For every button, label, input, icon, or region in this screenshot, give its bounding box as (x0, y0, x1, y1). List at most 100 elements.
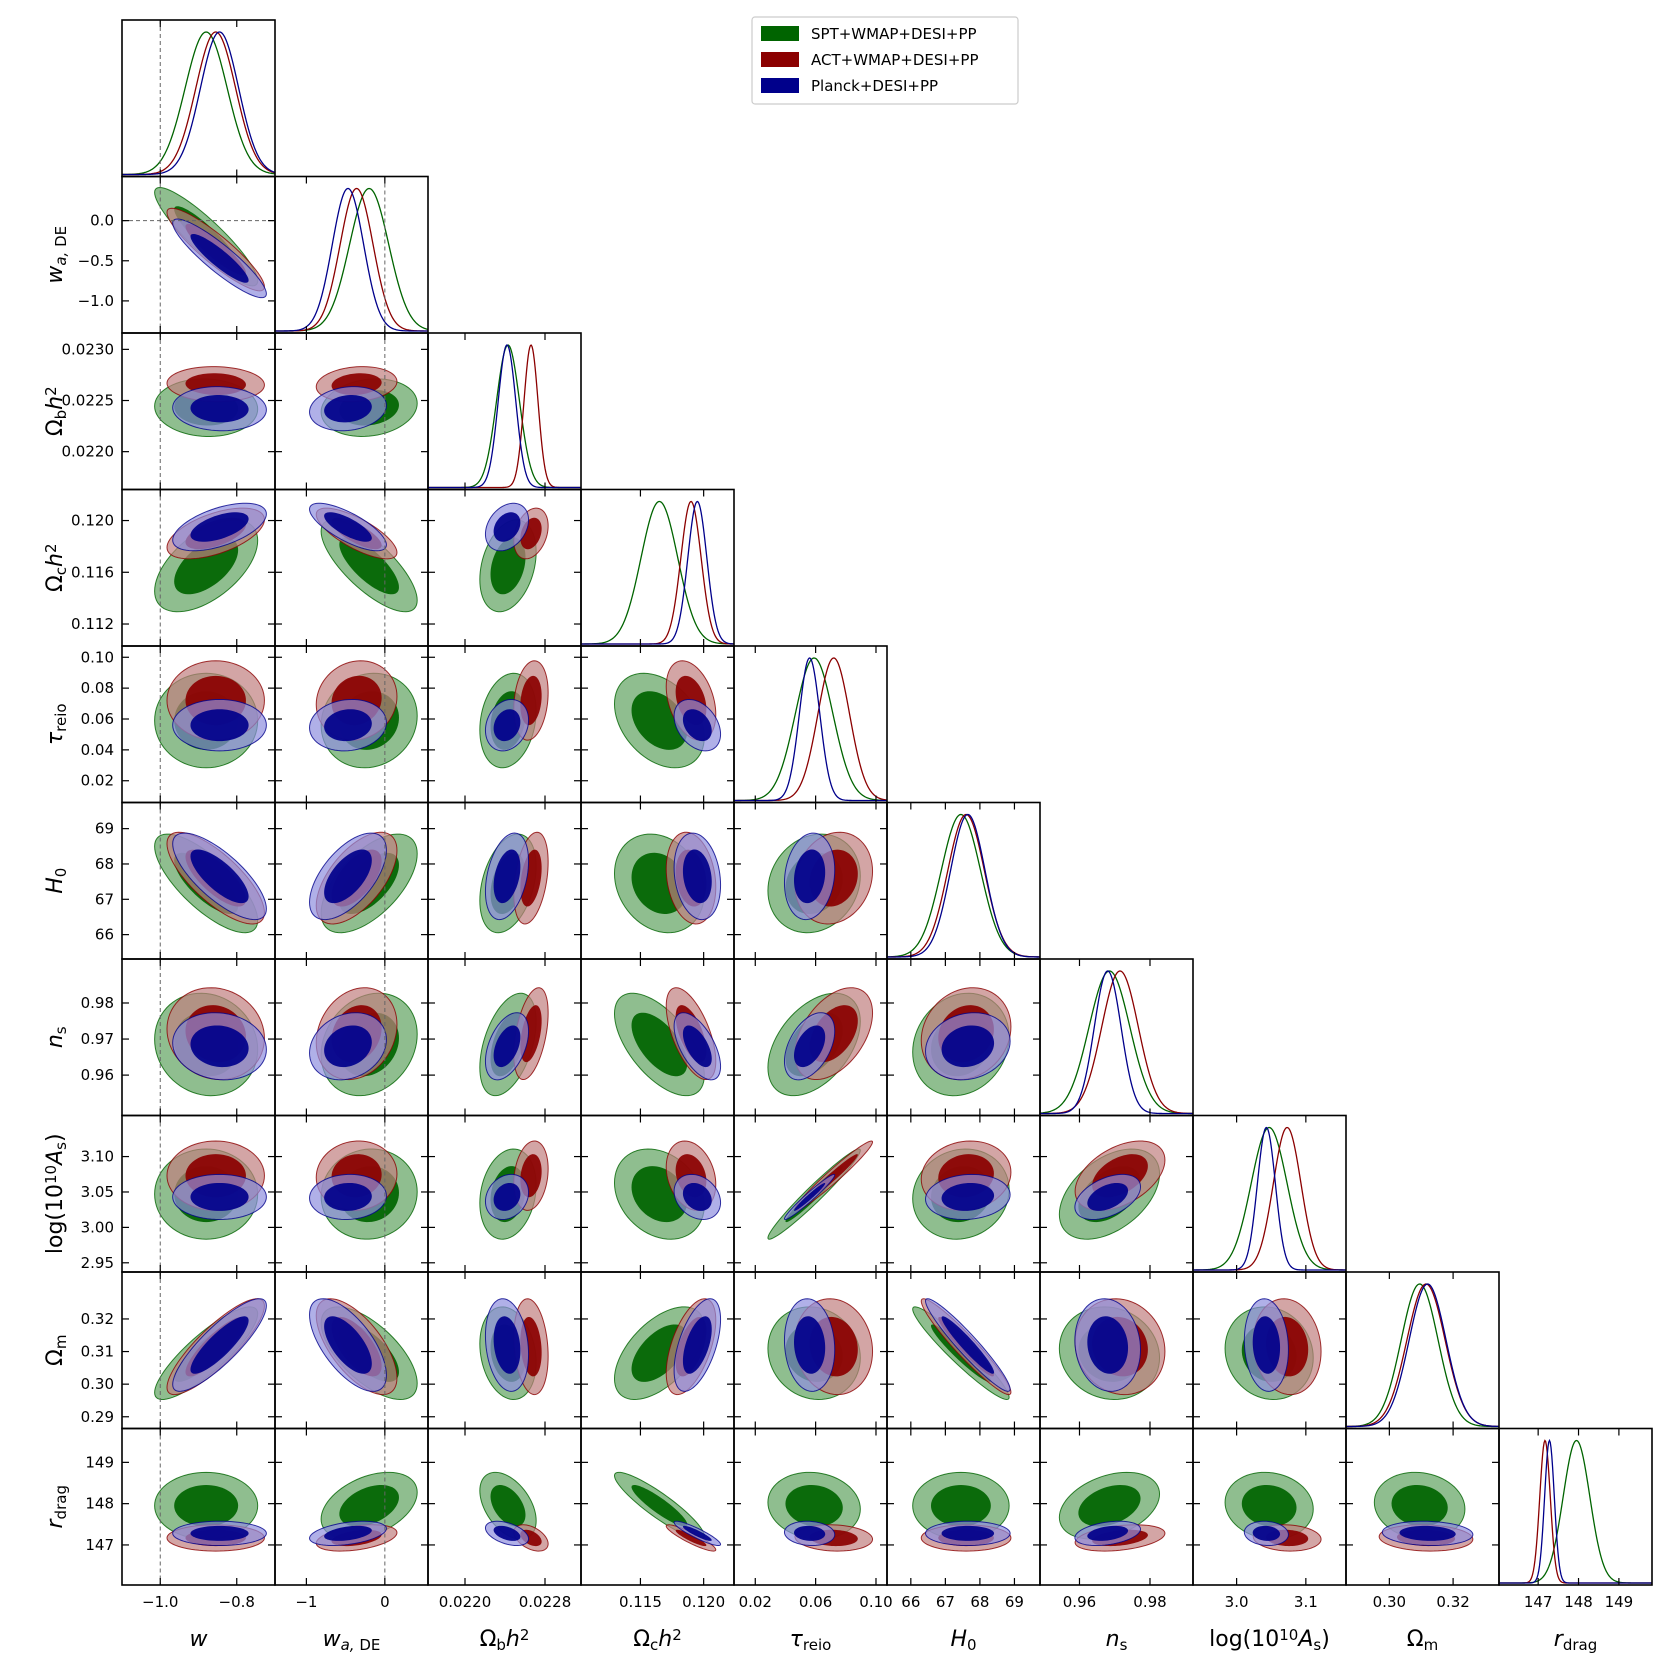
contour-inner-Planck+DESI+PP (1087, 1182, 1129, 1211)
y-axis-label-omegabh2-part: b (52, 410, 70, 420)
x-tick-label-n_s: 0.96 (1063, 1593, 1096, 1611)
y-tick-label-r_drag: 147 (85, 1536, 114, 1554)
marginal-curve-Planck+DESI+PP (1040, 970, 1193, 1115)
panel-logA-vs-tau_reio (767, 1140, 874, 1240)
y-axis-label-H0: H0 (43, 868, 70, 894)
marginal-curve-ACT+WMAP+DESI+PP (122, 31, 275, 176)
y-tick-label-logA: 2.95 (81, 1254, 114, 1272)
x-axis-label-n_s: ns (1106, 1627, 1128, 1654)
y-tick-label-H0: 69 (95, 820, 114, 838)
marginal-curve-SPT+WMAP+DESI+PP (1040, 970, 1193, 1115)
y-axis-label-logA-part: 10 (42, 1165, 60, 1184)
diag-panel-w (122, 20, 275, 177)
contour-inner-Planck+DESI+PP (941, 1525, 995, 1541)
y-tick-label-wa_DE: −0.5 (78, 252, 114, 270)
panel-tau_reio-vs-wa_DE (309, 646, 418, 803)
contour-inner-Planck+DESI+PP (1399, 1525, 1456, 1541)
contour-inner-SPT+WMAP+DESI+PP (174, 1485, 239, 1527)
contour-inner-SPT+WMAP+DESI+PP (1241, 1485, 1297, 1527)
contour-inner-Planck+DESI+PP (794, 849, 826, 904)
contour-inner-Planck+DESI+PP (324, 1316, 372, 1374)
panel-Omega_m-vs-tau_reio (767, 1298, 874, 1401)
x-axis-label-omegabh2-part: 2 (520, 1626, 530, 1644)
marginal-curve-ACT+WMAP+DESI+PP (275, 187, 428, 332)
x-axis-label-logA-part: s (1313, 1636, 1321, 1654)
marginal-curve-SPT+WMAP+DESI+PP (1346, 1283, 1499, 1428)
contour-inner-Planck+DESI+PP (941, 1316, 995, 1374)
contour-inner-Planck+DESI+PP (190, 1316, 249, 1374)
panel-n_s-vs-w (154, 959, 267, 1116)
panel-r_drag-vs-logA (1224, 1471, 1322, 1552)
panel-frame (886, 801, 1041, 960)
x-tick-label-Omega_m: 0.30 (1373, 1593, 1406, 1611)
contour-inner-Planck+DESI+PP (1252, 1316, 1281, 1374)
contour-inner-SPT+WMAP+DESI+PP (1391, 1485, 1448, 1527)
diag-panel-logA (1193, 1126, 1346, 1271)
y-axis-label-wa_DE: wa, DE (43, 226, 70, 284)
contour-inner-Planck+DESI+PP (682, 1182, 712, 1211)
contour-inner-Planck+DESI+PP (1252, 1525, 1281, 1541)
marginal-curve-SPT+WMAP+DESI+PP (887, 813, 1040, 958)
x-tick-label-H0: 68 (970, 1593, 989, 1611)
y-axis-label-n_s-part: s (52, 1026, 70, 1034)
marginal-curve-ACT+WMAP+DESI+PP (887, 813, 1040, 958)
marginal-curve-SPT+WMAP+DESI+PP (428, 344, 581, 489)
x-tick-label-tau_reio: 0.06 (799, 1593, 832, 1611)
panel-tau_reio-vs-omegach2 (613, 660, 722, 769)
panel-frame (1498, 1427, 1653, 1586)
y-tick-label-Omega_m: 0.30 (81, 1375, 114, 1393)
marginal-curve-Planck+DESI+PP (1193, 1126, 1346, 1271)
panel-Omega_m-vs-wa_DE (309, 1272, 418, 1429)
contour-inner-Planck+DESI+PP (794, 1316, 826, 1374)
contour-inner-Planck+DESI+PP (794, 1182, 826, 1211)
y-axis-label-omegabh2-part: Ω (43, 419, 68, 436)
marginal-curve-Planck+DESI+PP (581, 500, 734, 645)
y-tick-label-Omega_m: 0.29 (81, 1408, 114, 1426)
y-tick-label-tau_reio: 0.08 (81, 679, 114, 697)
y-axis-label-r_drag: rdrag (43, 1485, 70, 1528)
contour-inner-Planck+DESI+PP (190, 395, 249, 423)
x-axis-label-w: w (190, 1627, 209, 1652)
panel-r_drag-vs-tau_reio (767, 1471, 874, 1552)
x-tick-label-H0: 66 (901, 1593, 920, 1611)
marginal-curve-SPT+WMAP+DESI+PP (122, 31, 275, 176)
x-axis-label-n_s-part: n (1106, 1627, 1120, 1652)
legend-label: ACT+WMAP+DESI+PP (811, 51, 978, 69)
contour-inner-Planck+DESI+PP (941, 1182, 995, 1211)
x-axis-label-omegabh2-part: Ω (480, 1627, 497, 1652)
x-tick-label-omegach2: 0.120 (682, 1593, 725, 1611)
panel-logA-vs-omegabh2 (479, 1140, 549, 1240)
x-tick-label-Omega_m: 0.32 (1436, 1593, 1469, 1611)
y-tick-label-wa_DE: 0.0 (90, 212, 114, 230)
y-tick-label-omegabh2: 0.0230 (62, 340, 115, 358)
legend-swatch (761, 52, 799, 67)
panel-n_s-vs-omegabh2 (479, 987, 549, 1097)
y-axis-label-r_drag-part: drag (52, 1485, 70, 1519)
contour-inner-SPT+WMAP+DESI+PP (490, 1485, 526, 1527)
contour-inner-Planck+DESI+PP (493, 1316, 521, 1374)
panel-n_s-vs-H0 (912, 987, 1012, 1097)
y-tick-label-H0: 68 (95, 855, 114, 873)
y-axis-label-Omega_m: Ωm (43, 1335, 70, 1366)
x-axis-label-omegach2: Ωch2 (633, 1626, 682, 1654)
panel-r_drag-vs-omegabh2 (479, 1471, 549, 1552)
x-axis-label-H0: H0 (950, 1627, 976, 1654)
marginal-curve-ACT+WMAP+DESI+PP (1193, 1126, 1346, 1271)
diag-panel-omegach2 (581, 500, 734, 645)
y-tick-label-omegach2: 0.112 (71, 615, 114, 633)
y-axis-label-H0-part: 0 (52, 868, 70, 878)
x-axis-label-omegabh2: Ωbh2 (480, 1626, 530, 1654)
contour-inner-Planck+DESI+PP (324, 1182, 372, 1211)
contour-inner-ACT+WMAP+DESI+PP (675, 1529, 707, 1547)
panel-wa_DE-vs-w (122, 176, 275, 333)
marginal-curve-ACT+WMAP+DESI+PP (734, 657, 887, 802)
y-tick-label-Omega_m: 0.32 (81, 1310, 114, 1328)
diag-panel-wa_DE (275, 176, 428, 333)
x-axis-label-logA-part: 10 (1279, 1626, 1298, 1644)
y-tick-label-tau_reio: 0.04 (81, 741, 114, 759)
y-axis-label-omegach2-part: 2 (42, 543, 60, 553)
x-tick-label-w: −0.8 (219, 1593, 255, 1611)
marginal-curve-ACT+WMAP+DESI+PP (1346, 1283, 1499, 1428)
panel-H0-vs-w (154, 802, 267, 959)
panel-n_s-vs-omegach2 (613, 987, 722, 1097)
